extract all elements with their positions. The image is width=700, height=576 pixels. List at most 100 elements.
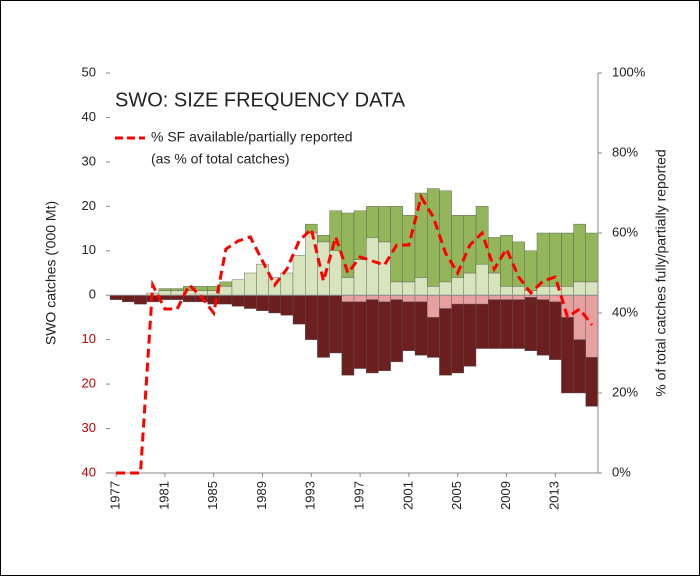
bar — [366, 237, 379, 296]
bar — [366, 206, 379, 238]
bar — [561, 317, 574, 394]
bar — [170, 295, 184, 300]
bar — [219, 281, 233, 287]
bar — [402, 281, 416, 296]
bar — [512, 295, 525, 300]
bar — [268, 295, 282, 314]
x-tick-label: 1993 — [303, 481, 318, 510]
bar — [585, 357, 599, 407]
bar — [219, 295, 233, 305]
bar — [402, 295, 416, 303]
bar — [353, 295, 367, 303]
bar — [329, 210, 343, 251]
y2-tick-label: 40% — [612, 304, 638, 319]
bar — [573, 295, 586, 340]
legend-label: % SF available/partially reported — [151, 129, 353, 145]
bar — [305, 232, 318, 296]
y-tick-label: 10 — [82, 242, 96, 257]
x-tick-label: 2009 — [498, 481, 513, 510]
bar — [341, 295, 355, 303]
bar — [488, 299, 501, 349]
y-tick-label: 10 — [82, 331, 96, 346]
x-tick-label: 1989 — [254, 481, 269, 510]
bar — [109, 295, 123, 300]
bar — [573, 339, 586, 394]
bar — [500, 286, 513, 296]
chart-title: SWO: SIZE FREQUENCY DATA — [115, 89, 406, 111]
x-tick-label: 2001 — [400, 481, 415, 510]
bar — [451, 303, 465, 374]
bar — [500, 235, 513, 287]
bar — [231, 295, 245, 307]
y-tick-label: 40 — [82, 109, 96, 124]
y-tick-label: 50 — [82, 64, 96, 79]
y-tick-label: 20 — [82, 376, 96, 391]
bar — [280, 272, 294, 296]
bar — [134, 295, 147, 305]
bar — [256, 295, 269, 311]
bar — [280, 295, 294, 316]
bar — [170, 288, 184, 291]
bar — [414, 301, 428, 356]
bar — [536, 295, 550, 300]
bar — [536, 299, 550, 356]
bar — [341, 301, 355, 376]
bar — [317, 295, 330, 358]
bar — [390, 295, 404, 300]
bar — [207, 295, 221, 305]
bar — [561, 286, 574, 296]
bar — [243, 295, 257, 309]
bar — [536, 286, 550, 296]
bar — [427, 286, 440, 296]
bar — [366, 295, 379, 300]
bar — [549, 301, 562, 360]
bar — [573, 281, 586, 296]
bar — [488, 295, 501, 300]
bar — [292, 255, 306, 296]
bar — [427, 317, 440, 358]
bar — [500, 299, 513, 349]
x-tick-label: 1985 — [205, 481, 220, 510]
x-tick-label: 2013 — [547, 481, 562, 510]
bar — [585, 295, 599, 358]
bar — [585, 281, 599, 296]
bar — [427, 188, 440, 287]
bar — [475, 295, 489, 305]
y-tick-label: 40 — [82, 464, 96, 479]
bar — [585, 232, 599, 283]
bar — [414, 192, 428, 278]
bar — [439, 281, 452, 296]
bar — [463, 303, 477, 367]
bar — [353, 301, 367, 369]
bar — [561, 232, 574, 287]
x-tick-label: 2005 — [449, 481, 464, 510]
y-tick-label: 30 — [82, 420, 96, 435]
y2-tick-label: 80% — [612, 144, 638, 159]
bar — [427, 295, 440, 318]
bar — [524, 250, 538, 291]
bar — [414, 277, 428, 296]
bar — [158, 290, 172, 296]
y2-axis-title: % of total catches fully/partially repor… — [653, 149, 669, 396]
bar — [317, 235, 330, 243]
bar — [243, 272, 257, 296]
bar — [475, 263, 489, 296]
bar — [390, 299, 404, 363]
bar — [573, 223, 586, 283]
bar — [170, 290, 184, 296]
bar — [475, 303, 489, 349]
bar — [353, 210, 367, 260]
bar — [378, 301, 391, 371]
line-series — [116, 193, 594, 475]
y-tick-label: 20 — [82, 198, 96, 213]
bar — [402, 215, 416, 283]
bar — [402, 301, 416, 351]
bar — [378, 206, 391, 243]
bar — [366, 299, 379, 374]
y-tick-label: 30 — [82, 153, 96, 168]
bar — [390, 281, 404, 296]
x-tick-label: 1977 — [108, 481, 123, 510]
bar — [463, 295, 477, 305]
bar — [451, 295, 465, 305]
